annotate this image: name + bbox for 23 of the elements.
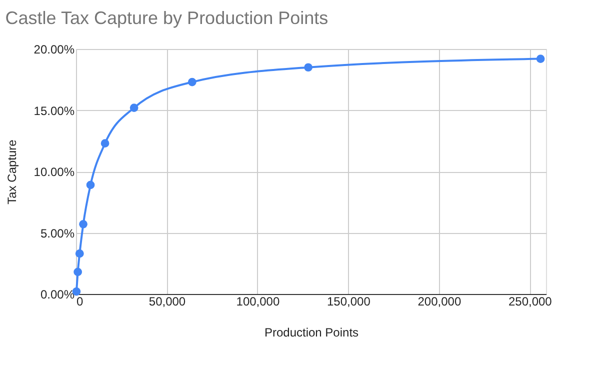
point [188,78,196,86]
point [130,104,138,112]
chart-title: Castle Tax Capture by Production Points [5,8,328,28]
y-tick-label: 10.00% [34,165,75,179]
point [86,180,95,190]
point [304,63,312,72]
x-tick-label: 150,000 [327,294,371,308]
point [79,220,88,228]
y-tick-label: 0.00% [40,288,75,302]
point [536,54,545,63]
x-tick-label: 0 [76,294,84,308]
y-tick-label: 20.00% [34,42,75,56]
y-axis-title: Tax Capture [4,139,19,204]
y-tick-label: 15.00% [34,104,75,118]
x-tick-label: 200,000 [418,294,462,308]
point [100,139,110,148]
x-tick-label: 250,000 [508,294,552,308]
point [74,268,82,276]
point [75,249,84,258]
y-tick-label: 5.00% [40,226,75,240]
x-tick-label: 50,000 [148,294,186,308]
x-axis-title: Production Points [264,326,359,340]
x-tick-label: 100,000 [236,294,280,308]
